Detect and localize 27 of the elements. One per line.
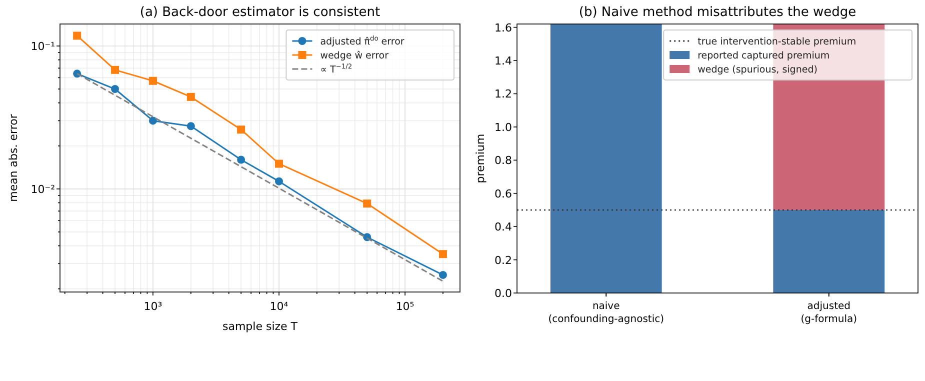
x-tick-label: 10⁵ — [396, 300, 414, 313]
legend-label: reported captured premium — [698, 50, 830, 62]
y-tick-label: 0.6 — [494, 187, 512, 200]
y-axis-title: mean abs. error — [7, 114, 20, 202]
legend-label: wedge ŵ error — [320, 50, 389, 62]
y-tick-label: 1.6 — [494, 21, 512, 34]
y-tick-label: 10⁻¹ — [30, 40, 55, 53]
y-tick-label: 0.4 — [494, 220, 512, 234]
x-tick-label: 10⁴ — [270, 300, 289, 313]
legend-label: wedge (spurious, signed) — [698, 64, 818, 76]
y-tick-label: 0.8 — [494, 154, 512, 168]
x-tick-label: adjusted (g-formula) — [800, 301, 858, 325]
y-tick-label: 1.0 — [494, 120, 512, 134]
y-tick-label: 1.2 — [494, 88, 512, 101]
x-tick-label: naive (confounding-agnostic) — [548, 301, 664, 325]
y-axis-title: premium — [474, 134, 487, 184]
y-tick-label: 10⁻² — [30, 182, 55, 196]
chart-title: (b) Naive method misattributes the wedge — [578, 5, 856, 20]
x-axis-title: sample size T — [222, 320, 298, 333]
y-tick-label: 0.0 — [494, 287, 512, 300]
chart-title: (a) Back-door estimator is consistent — [140, 5, 380, 20]
x-tick-label: 10³ — [144, 300, 162, 313]
y-tick-label: 1.4 — [494, 54, 512, 68]
legend-label: adjusted π̂$^{do}$ error — [320, 34, 404, 48]
legend-label: true intervention-stable premium — [698, 36, 856, 48]
legend-label: ∝ T$^{−1/2}$ — [320, 62, 352, 76]
y-tick-label: 0.2 — [494, 254, 512, 267]
